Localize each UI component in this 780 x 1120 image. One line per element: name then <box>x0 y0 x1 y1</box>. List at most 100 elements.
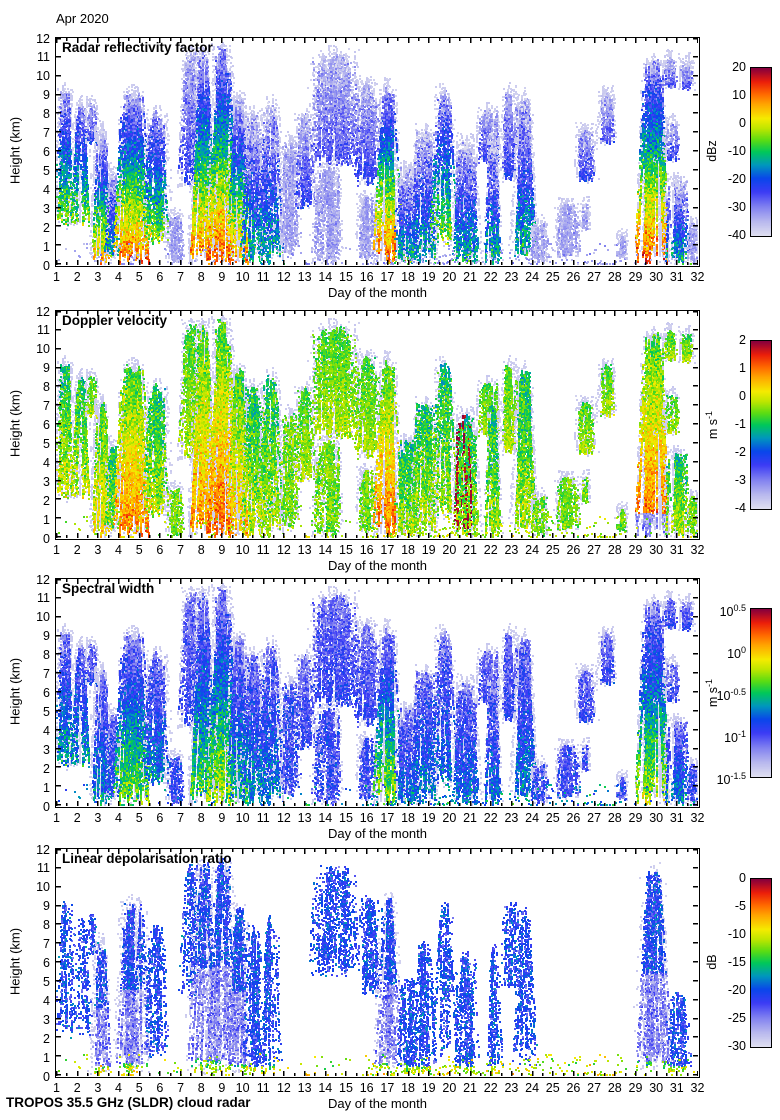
y-tick-label: 8 <box>43 648 50 663</box>
y-tick-label: 1 <box>43 780 50 795</box>
x-tick-label: 26 <box>566 811 581 825</box>
x-tick-label: 24 <box>525 1081 540 1095</box>
x-tick-label: 4 <box>115 1081 123 1095</box>
x-tick-label: 28 <box>607 811 622 825</box>
colorbar-tick-label: 2 <box>739 333 746 347</box>
y-tick-label: 4 <box>43 993 50 1008</box>
colorbar-tick-label: 0 <box>739 389 746 403</box>
x-tick-label: 11 <box>256 811 270 825</box>
x-tick-label: 31 <box>669 1081 684 1095</box>
x-tick-labels: 1 2 3 4 5 6 7 8 9 10 11 12 13 14 15 16 17 18 19 20 21 22 23 24 2… <box>53 543 704 557</box>
colorbar-unit-label: dBz <box>705 140 719 162</box>
panel-reflectivity: Height (km) 0 1 2 3 4 5 6 7 8 9 10 11 12 Radar refle… <box>0 32 780 301</box>
x-tick-label: 2 <box>73 270 81 284</box>
y-tick-labels: 0 1 2 3 4 5 6 7 8 9 10 11 12 <box>18 32 50 273</box>
y-tick-label: 9 <box>43 629 50 644</box>
x-tick-labels: 1 2 3 4 5 6 7 8 9 10 11 12 13 14 15 16 17 18 19 20 21 22 23 24 2… <box>53 270 704 284</box>
x-tick-label: 19 <box>421 270 436 284</box>
x-tick-label: 14 <box>318 811 333 825</box>
x-tick-label: 5 <box>135 543 143 557</box>
y-tick-label: 0 <box>43 531 50 546</box>
x-tick-label: 25 <box>545 811 560 825</box>
panel-title: Spectral width <box>62 581 155 596</box>
x-tick-label: 24 <box>525 811 540 825</box>
x-tick-label: 1 <box>53 543 60 557</box>
x-tick-label: 8 <box>197 811 205 825</box>
x-tick-label: 16 <box>359 1081 374 1095</box>
x-tick-label: 5 <box>135 1081 143 1095</box>
y-tick-label: 3 <box>43 1012 50 1027</box>
x-tick-label: 7 <box>177 1081 185 1095</box>
colorbar-tick-label: -1 <box>734 417 746 431</box>
colorbar-tick-label: -5 <box>734 899 746 913</box>
colorbar-tick-label: 100.5 <box>719 603 746 620</box>
x-tick-label: 25 <box>545 1081 560 1095</box>
x-tick-label: 21 <box>463 1081 477 1095</box>
x-tick-label: 28 <box>607 543 622 557</box>
x-tick-label: 22 <box>483 1081 498 1095</box>
x-tick-label: 12 <box>276 1081 291 1095</box>
x-tick-label: 21 <box>463 811 477 825</box>
colorbar-tick-label: -20 <box>727 983 746 997</box>
x-tick-label: 22 <box>483 270 498 284</box>
y-tick-label: 6 <box>43 418 50 432</box>
y-tick-label: 0 <box>43 799 50 814</box>
x-tick-label: 30 <box>649 811 664 825</box>
x-axis-label: Day of the month <box>328 558 427 573</box>
x-tick-label: 17 <box>380 811 395 825</box>
x-tick-label: 3 <box>94 1081 102 1095</box>
x-tick-label: 31 <box>669 811 684 825</box>
x-tick-label: 31 <box>669 543 684 557</box>
colorbar-tick-label: -4 <box>734 501 746 515</box>
y-tick-label: 7 <box>43 126 50 141</box>
y-tick-label: 9 <box>43 361 50 376</box>
y-tick-label: 10 <box>36 69 50 84</box>
y-tick-label: 8 <box>43 918 50 933</box>
x-tick-label: 8 <box>197 543 205 557</box>
x-tick-label: 29 <box>628 811 643 825</box>
y-tick-label: 7 <box>43 937 50 952</box>
x-tick-label: 29 <box>628 543 643 557</box>
x-tick-label: 32 <box>690 270 705 284</box>
y-tick-label: 0 <box>43 1069 50 1084</box>
heatmap-plot-area[interactable]: Spectral width <box>55 578 700 808</box>
x-tick-label: 1 <box>53 270 60 284</box>
x-tick-label: 23 <box>504 543 519 557</box>
colorbar <box>750 608 772 778</box>
heatmap-plot-area[interactable]: Linear depolarisation ratio <box>55 848 700 1078</box>
panel-doppler-velocity: Height (km) 0 1 2 3 4 5 6 7 8 9 10 11 12 Doppler vel… <box>0 305 780 574</box>
x-tick-label: 6 <box>156 543 164 557</box>
x-tick-label: 19 <box>421 543 436 557</box>
x-tick-label: 18 <box>401 1081 415 1095</box>
x-tick-label: 3 <box>94 543 102 557</box>
y-tick-label: 2 <box>43 761 50 776</box>
colorbar-tick-label: -2 <box>734 445 746 459</box>
x-tick-label: 32 <box>690 1081 705 1095</box>
y-tick-label: 7 <box>43 399 50 414</box>
colorbar-tick-label: -20 <box>727 172 746 186</box>
x-tick-label: 8 <box>197 1081 205 1095</box>
colorbar-tick-label: 1 <box>739 361 746 375</box>
heatmap-plot-area[interactable]: Radar reflectivity factor <box>55 37 700 267</box>
x-tick-label: 13 <box>297 811 312 825</box>
x-tick-label: 5 <box>135 811 143 825</box>
x-tick-label: 1 <box>53 811 60 825</box>
y-tick-label: 12 <box>36 304 50 319</box>
x-tick-label: 9 <box>218 270 226 284</box>
x-tick-label: 9 <box>218 811 226 825</box>
y-tick-labels: 0 1 2 3 4 5 6 7 8 9 10 11 12 <box>18 843 50 1084</box>
x-tick-label: 28 <box>607 270 622 284</box>
x-tick-label: 6 <box>156 270 164 284</box>
heatmap-plot-area[interactable]: Doppler velocity <box>55 310 700 540</box>
x-tick-label: 12 <box>276 811 291 825</box>
y-tick-label: 1 <box>43 1050 50 1065</box>
y-tick-label: 8 <box>43 380 50 395</box>
colorbar-tick-label: 100 <box>727 645 746 662</box>
x-tick-label: 19 <box>421 1081 436 1095</box>
x-tick-label: 2 <box>73 543 81 557</box>
colorbar-tick-labels: 20 10 0 -10 -20 -30 -40 <box>692 60 746 242</box>
x-tick-label: 14 <box>318 270 333 284</box>
y-tick-label: 5 <box>43 163 50 178</box>
x-tick-label: 21 <box>463 543 477 557</box>
